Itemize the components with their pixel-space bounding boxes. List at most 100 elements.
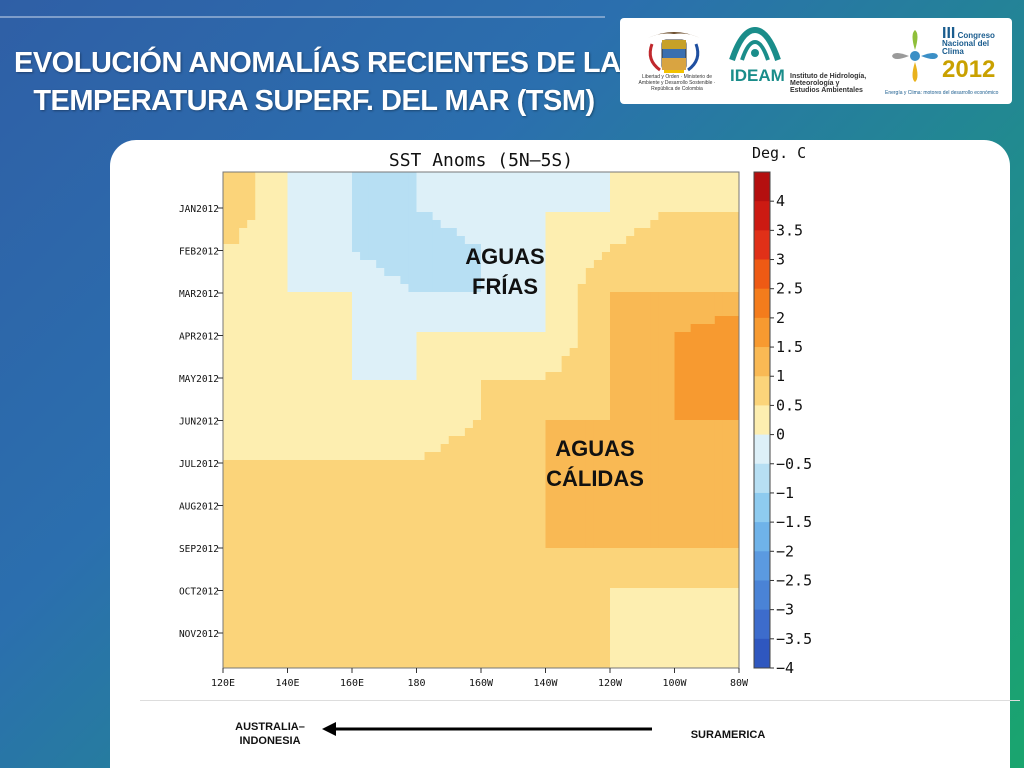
heatmap-cell	[593, 436, 603, 445]
heatmap-cell	[287, 484, 297, 493]
heatmap-cell	[698, 228, 708, 237]
heatmap-cell	[610, 364, 619, 373]
heatmap-cell	[472, 388, 482, 397]
heatmap-cell	[472, 188, 482, 197]
heatmap-cell	[513, 356, 522, 365]
heatmap-cell	[440, 372, 450, 381]
heatmap-cell	[658, 588, 668, 597]
heatmap-cell	[601, 652, 611, 661]
heatmap-cell	[489, 396, 498, 405]
heatmap-cell	[569, 404, 579, 413]
heatmap-cell	[319, 460, 329, 469]
heatmap-cell	[271, 332, 281, 341]
heatmap-cell	[255, 364, 264, 373]
heatmap-cell	[424, 332, 434, 341]
heatmap-cell	[505, 196, 514, 205]
heatmap-cell	[335, 292, 345, 301]
heatmap-cell	[343, 388, 353, 397]
heatmap-cell	[319, 652, 329, 661]
heatmap-cell	[682, 388, 692, 397]
heatmap-cell	[521, 636, 530, 645]
heatmap-cell	[658, 500, 668, 509]
heatmap-cell	[714, 420, 724, 429]
heatmap-cell	[521, 380, 530, 389]
heatmap-cell	[440, 380, 450, 389]
heatmap-cell	[368, 620, 377, 629]
heatmap-cell	[335, 180, 345, 189]
heatmap-cell	[311, 644, 321, 653]
heatmap-cell	[626, 564, 635, 573]
heatmap-cell	[464, 404, 474, 413]
heatmap-cell	[505, 556, 514, 565]
heatmap-cell	[529, 500, 539, 509]
heatmap-cell	[287, 556, 297, 565]
heatmap-cell	[432, 604, 442, 613]
heatmap-cell	[239, 244, 248, 253]
heatmap-cell	[497, 292, 506, 301]
heatmap-cell	[416, 484, 426, 493]
heatmap-cell	[618, 580, 627, 589]
heatmap-cell	[223, 324, 232, 333]
heatmap-cell	[650, 508, 659, 517]
heatmap-cell	[481, 300, 490, 309]
heatmap-cell	[569, 284, 579, 293]
heatmap-cell	[601, 404, 611, 413]
heatmap-cell	[714, 372, 724, 381]
heatmap-cell	[319, 380, 329, 389]
heatmap-cell	[271, 468, 281, 477]
heatmap-cell	[481, 524, 490, 533]
heatmap-cell	[343, 500, 353, 509]
heatmap-cell	[279, 612, 289, 621]
heatmap-cell	[626, 532, 635, 541]
heatmap-cell	[577, 596, 587, 605]
heatmap-cell	[448, 500, 458, 509]
heatmap-cell	[376, 404, 385, 413]
heatmap-cell	[545, 436, 555, 445]
heatmap-cell	[521, 372, 530, 381]
heatmap-cell	[537, 372, 547, 381]
heatmap-cell	[376, 300, 385, 309]
heatmap-cell	[577, 316, 587, 325]
heatmap-cell	[601, 476, 611, 485]
heatmap-cell	[303, 436, 313, 445]
heatmap-cell	[448, 644, 458, 653]
heatmap-cell	[577, 548, 587, 557]
heatmap-cell	[658, 636, 668, 645]
heatmap-cell	[448, 228, 458, 237]
heatmap-cell	[553, 428, 563, 437]
heatmap-cell	[505, 236, 514, 245]
heatmap-cell	[416, 204, 426, 213]
heatmap-cell	[529, 324, 539, 333]
heatmap-cell	[416, 364, 426, 373]
heatmap-cell	[714, 460, 724, 469]
heatmap-cell	[432, 260, 442, 269]
heatmap-cell	[690, 372, 700, 381]
heatmap-cell	[682, 540, 692, 549]
heatmap-cell	[400, 396, 410, 405]
heatmap-cell	[545, 524, 555, 533]
heatmap-cell	[295, 348, 305, 357]
heatmap-cell	[690, 612, 700, 621]
heatmap-cell	[561, 452, 571, 461]
heatmap-cell	[343, 628, 353, 637]
heatmap-cell	[706, 212, 716, 221]
heatmap-cell	[295, 428, 305, 437]
heatmap-cell	[416, 604, 426, 613]
heatmap-cell	[513, 420, 522, 429]
heatmap-cell	[384, 548, 393, 557]
heatmap-cell	[601, 588, 611, 597]
heatmap-cell	[360, 516, 369, 525]
heatmap-cell	[714, 348, 724, 357]
heatmap-cell	[569, 460, 579, 469]
heatmap-cell	[400, 644, 410, 653]
heatmap-cell	[392, 460, 401, 469]
heatmap-cell	[440, 508, 450, 517]
heatmap-cell	[553, 356, 563, 365]
heatmap-cell	[553, 516, 563, 525]
heatmap-cell	[352, 444, 361, 453]
heatmap-cell	[553, 300, 563, 309]
heatmap-cell	[319, 628, 329, 637]
heatmap-cell	[585, 652, 595, 661]
colorbar-tick-label: −2.5	[776, 571, 812, 589]
heatmap-cell	[343, 556, 353, 565]
